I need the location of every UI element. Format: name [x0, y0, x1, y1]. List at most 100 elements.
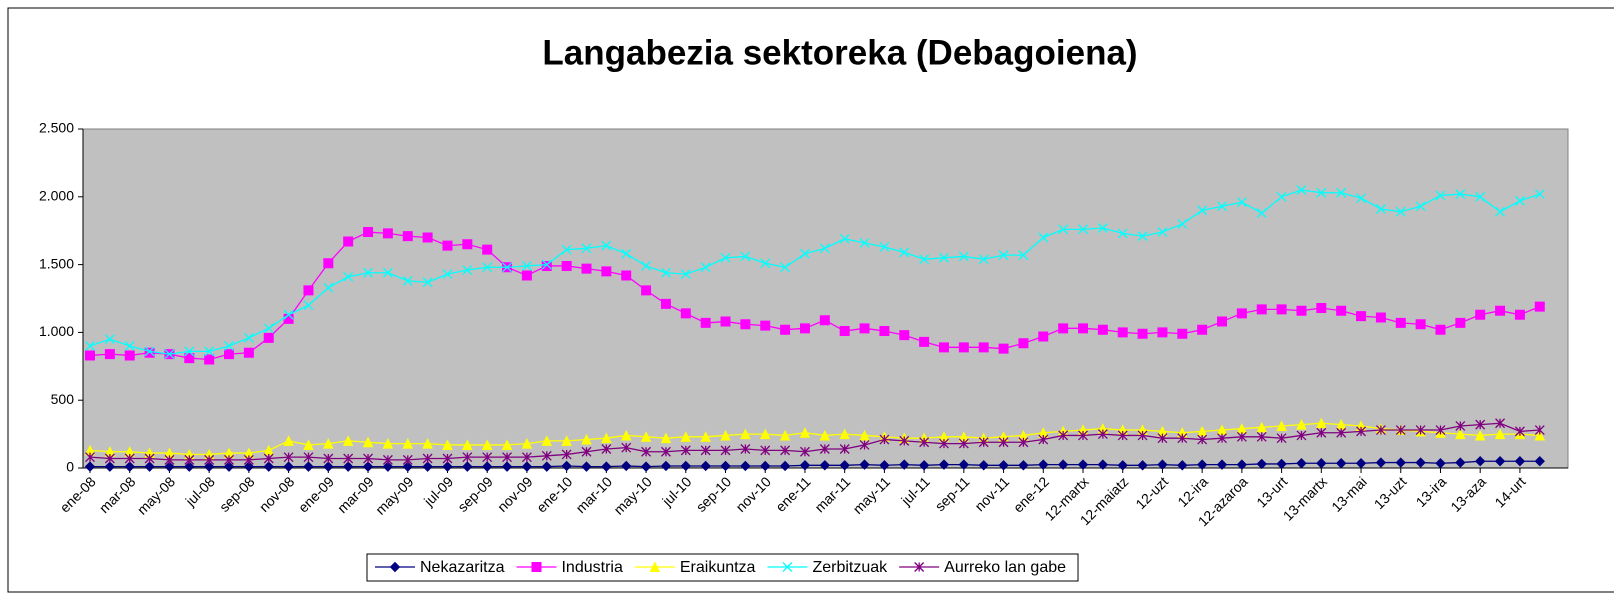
data-point [402, 437, 414, 449]
data-point [1514, 195, 1525, 206]
data-point [442, 240, 453, 251]
data-point [1455, 421, 1466, 431]
data-point [362, 436, 374, 448]
data-point [581, 433, 592, 445]
data-point [1236, 459, 1248, 470]
data-point [1057, 459, 1069, 470]
data-point [1296, 430, 1307, 441]
data-point [1395, 425, 1406, 435]
data-point [700, 445, 711, 456]
data-point [1395, 457, 1406, 468]
data-point [283, 452, 294, 463]
data-point [1117, 460, 1128, 471]
data-point [303, 300, 314, 311]
data-point [1455, 317, 1466, 328]
data-point [85, 350, 95, 361]
data-point [382, 228, 393, 239]
data-point [1415, 319, 1426, 330]
data-point [1474, 429, 1486, 441]
data-point [303, 452, 314, 463]
data-point [1534, 189, 1545, 200]
data-point [84, 461, 96, 472]
data-point [958, 251, 969, 262]
data-point [184, 454, 195, 465]
data-point [1375, 204, 1386, 214]
data-point [1435, 190, 1446, 201]
data-point [362, 461, 374, 472]
data-point [164, 454, 175, 465]
data-point [1435, 425, 1446, 435]
y-tick-label: 500 [51, 391, 75, 407]
data-point [1236, 431, 1247, 442]
data-point [1276, 433, 1287, 444]
data-point [481, 439, 493, 450]
data-point [521, 437, 533, 449]
data-point [462, 239, 473, 250]
data-point [1097, 459, 1109, 470]
data-point [343, 236, 354, 247]
data-point [680, 308, 691, 319]
chart-title: Langabezia sektoreka (Debagoiena) [542, 33, 1137, 72]
y-tick-label: 1.500 [39, 255, 74, 271]
data-point [799, 460, 811, 471]
data-point [482, 262, 493, 273]
data-point [1296, 458, 1307, 469]
data-point [1395, 206, 1406, 217]
data-point [581, 263, 592, 274]
data-point [342, 435, 354, 446]
data-point [958, 438, 969, 449]
data-point [243, 347, 254, 358]
data-point [323, 437, 334, 449]
data-point [720, 445, 731, 456]
data-point [1395, 317, 1406, 328]
data-point [1038, 232, 1049, 243]
y-tick-label: 1.000 [39, 323, 74, 339]
data-point [442, 269, 453, 280]
data-point [1216, 459, 1228, 470]
data-point [521, 260, 532, 271]
data-point [382, 454, 393, 465]
data-point [1256, 431, 1267, 442]
data-point [1475, 419, 1486, 430]
data-point [1316, 187, 1327, 198]
y-tick-label: 2.000 [39, 188, 74, 204]
data-point [819, 315, 830, 326]
data-point [1256, 458, 1267, 470]
data-point [561, 449, 572, 460]
data-point [85, 452, 95, 463]
data-point [1415, 457, 1426, 468]
data-point [978, 254, 989, 265]
data-point [1474, 456, 1486, 467]
data-point [124, 350, 135, 361]
data-point [323, 258, 334, 269]
data-point [1157, 327, 1168, 338]
data-point [283, 309, 294, 320]
legend-marker [649, 561, 661, 572]
data-point [859, 439, 870, 450]
data-point [1157, 459, 1168, 470]
data-point [680, 460, 692, 472]
legend-box [366, 553, 1079, 582]
data-point [680, 431, 692, 442]
data-point [422, 232, 433, 243]
y-tick-label: 0 [66, 459, 74, 475]
data-point [541, 435, 553, 446]
data-point [998, 343, 1009, 354]
data-point [581, 243, 592, 254]
data-point [1157, 433, 1168, 444]
data-point [1018, 250, 1029, 261]
data-point [640, 431, 652, 442]
data-point [303, 461, 314, 472]
data-point [243, 461, 255, 472]
data-point [1197, 434, 1208, 445]
data-point [1455, 189, 1466, 200]
data-point [462, 265, 473, 275]
data-point [621, 460, 632, 472]
data-point [1514, 426, 1525, 437]
data-point [263, 332, 274, 343]
data-point [819, 429, 831, 441]
data-point [442, 453, 453, 464]
data-point [442, 439, 453, 450]
legend-marker [782, 562, 793, 572]
data-point [1137, 460, 1148, 471]
